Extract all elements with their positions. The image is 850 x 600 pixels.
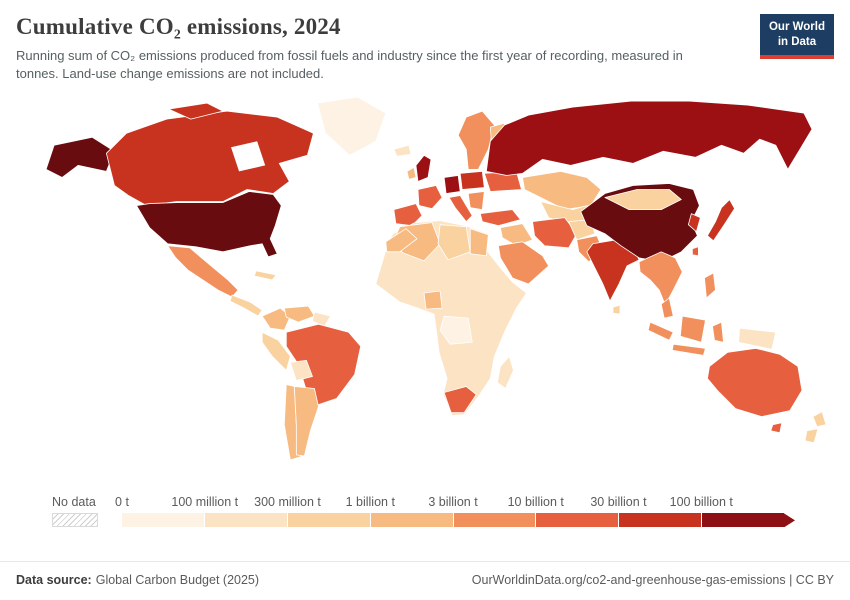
owid-logo-line1: Our World — [768, 21, 825, 33]
region-peru[interactable] — [261, 332, 291, 372]
legend-bin-1[interactable] — [203, 513, 287, 528]
region-malay-peninsula[interactable] — [660, 298, 674, 319]
region-morocco[interactable] — [385, 228, 418, 253]
region-australia[interactable] — [707, 348, 803, 418]
region-saudi-arabia[interactable] — [497, 241, 550, 285]
owid-logo[interactable]: Our World in Data — [759, 14, 834, 59]
legend-tick-1: 100 million t — [171, 495, 239, 510]
legend-bin-2[interactable] — [286, 513, 370, 528]
legend-tick-0: 0 t — [115, 495, 129, 510]
region-nigeria[interactable] — [423, 290, 443, 310]
region-cuba[interactable] — [253, 270, 277, 281]
hudson-bay-water — [231, 141, 266, 172]
region-iran[interactable] — [532, 217, 578, 249]
world-map-container — [16, 93, 834, 485]
region-france[interactable] — [417, 185, 443, 210]
region-korea[interactable] — [687, 213, 701, 233]
region-argentina[interactable] — [293, 386, 319, 457]
region-germany[interactable] — [443, 175, 461, 195]
region-colombia[interactable] — [261, 308, 291, 331]
region-iceland[interactable] — [393, 145, 412, 158]
legend-tick-6: 30 billion t — [590, 495, 647, 510]
region-venezuela[interactable] — [283, 306, 315, 323]
legend-scale: 0 t 100 million t 300 million t 1 billio… — [115, 495, 795, 528]
legend-bin-5[interactable] — [535, 513, 619, 528]
region-bolivia[interactable] — [289, 360, 313, 382]
region-kazakhstan[interactable] — [522, 171, 602, 211]
legend-tick-2: 300 million t — [254, 495, 321, 510]
legend-tick-7: 100 billion t — [669, 495, 733, 510]
region-new-guinea[interactable] — [738, 328, 777, 351]
region-alaska[interactable] — [45, 137, 115, 179]
legend-tick-3: 1 billion t — [345, 495, 395, 510]
chart-subtitle: Running sum of CO₂ emissions produced fr… — [16, 48, 683, 82]
data-source-text: Global Carbon Budget (2025) — [95, 573, 260, 587]
region-sulawesi[interactable] — [712, 322, 724, 344]
region-guyanas[interactable] — [312, 312, 331, 327]
region-south-africa[interactable] — [443, 386, 477, 414]
legend-color-bar — [122, 513, 795, 528]
region-turkey[interactable] — [479, 209, 521, 227]
region-sri-lanka[interactable] — [612, 305, 621, 315]
region-canadian-arctic[interactable] — [168, 103, 224, 120]
region-scandinavia[interactable] — [457, 111, 495, 171]
region-southeast-asia[interactable] — [638, 251, 683, 306]
license-credit-link[interactable]: OurWorldinData.org/co2-and-greenhouse-ga… — [471, 573, 834, 587]
region-java[interactable] — [671, 344, 706, 357]
region-greenland[interactable] — [317, 96, 387, 157]
legend-bin-7[interactable] — [701, 513, 784, 528]
map-legend: No data 0 t 100 million t 300 million t … — [0, 489, 850, 528]
region-iberia[interactable] — [393, 203, 423, 227]
page-title: Cumulative CO₂ emissions, 2024 — [16, 14, 341, 39]
region-balkans[interactable] — [467, 191, 485, 211]
region-tasmania[interactable] — [770, 422, 783, 434]
header: Cumulative CO₂ emissions, 2024 Running s… — [0, 0, 850, 83]
legend-tick-4: 3 billion t — [428, 495, 478, 510]
region-mexico[interactable] — [167, 245, 239, 298]
legend-bin-0[interactable] — [122, 513, 204, 528]
region-drc[interactable] — [439, 316, 473, 346]
legend-bin-4[interactable] — [452, 513, 536, 528]
region-new-zealand-south[interactable] — [804, 428, 819, 444]
data-source-prefix: Data source: — [16, 573, 92, 587]
region-mongolia[interactable] — [604, 189, 682, 211]
region-japan[interactable] — [707, 199, 735, 242]
header-text: Cumulative CO₂ emissions, 2024 Running s… — [16, 14, 688, 83]
region-new-zealand-north[interactable] — [812, 411, 827, 428]
region-madagascar[interactable] — [496, 356, 514, 390]
region-libya[interactable] — [437, 224, 471, 261]
world-map — [45, 96, 827, 461]
legend-arrow-icon — [784, 513, 795, 528]
footer: Data source: Global Carbon Budget (2025) … — [0, 561, 850, 600]
region-philippines[interactable] — [704, 272, 716, 299]
legend-tick-5: 10 billion t — [507, 495, 564, 510]
region-taiwan[interactable] — [691, 246, 699, 257]
region-central-europe[interactable] — [459, 171, 485, 191]
legend-bin-6[interactable] — [618, 513, 702, 528]
region-central-america[interactable] — [229, 295, 263, 317]
region-italy[interactable] — [448, 195, 473, 223]
legend-bin-3[interactable] — [369, 513, 453, 528]
legend-no-data: No data — [52, 495, 108, 528]
region-ireland[interactable] — [406, 167, 417, 181]
region-brazil[interactable] — [285, 324, 362, 406]
legend-tick-labels: 0 t 100 million t 300 million t 1 billio… — [115, 495, 784, 513]
no-data-label: No data — [52, 495, 96, 510]
region-united-states[interactable] — [136, 191, 282, 258]
data-source: Data source: Global Carbon Budget (2025) — [16, 573, 259, 587]
region-russia[interactable] — [485, 101, 813, 177]
region-canada[interactable] — [105, 111, 314, 207]
owid-logo-line2: in Data — [777, 35, 817, 48]
region-sumatra[interactable] — [647, 322, 674, 342]
region-united-kingdom[interactable] — [415, 155, 432, 183]
no-data-swatch[interactable] — [52, 513, 98, 528]
region-borneo[interactable] — [679, 316, 706, 344]
region-egypt[interactable] — [469, 228, 489, 257]
